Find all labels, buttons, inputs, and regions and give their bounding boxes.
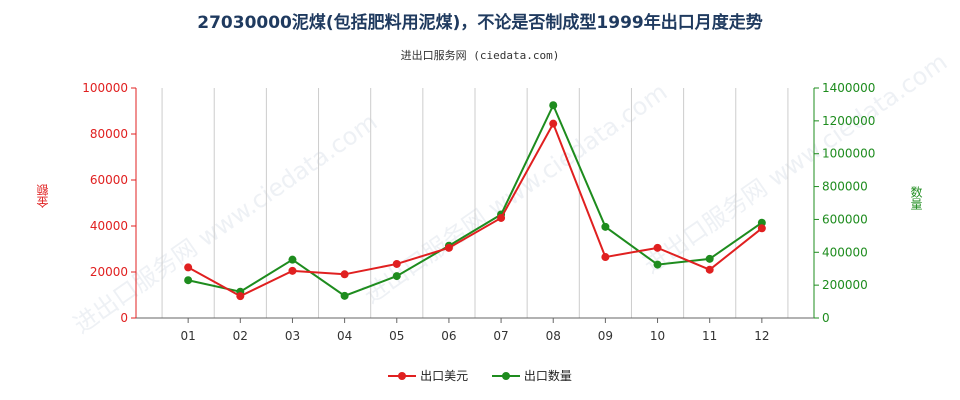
x-tick-label: 11: [702, 329, 717, 343]
x-tick-label: 03: [285, 329, 300, 343]
y-tick-label-left: 60000: [90, 173, 128, 187]
y-tick-label-right: 1400000: [822, 81, 875, 95]
data-point-qty: [653, 260, 662, 269]
chart-title: 27030000泥煤(包括肥料用泥煤)，不论是否制成型1999年出口月度走势: [197, 13, 763, 33]
data-point-qty: [340, 291, 349, 300]
x-tick-label: 10: [650, 329, 665, 343]
x-tick-label: 01: [181, 329, 196, 343]
y-tick-label-right: 400000: [822, 245, 868, 259]
legend-label-usd: 出口美元: [420, 369, 469, 383]
data-point-qty: [392, 272, 401, 281]
data-point-usd: [340, 270, 349, 279]
data-point-usd: [497, 213, 506, 222]
x-tick-label: 05: [389, 329, 404, 343]
data-point-usd: [653, 243, 662, 252]
y-tick-label-left: 40000: [90, 219, 128, 233]
data-point-usd: [288, 266, 297, 275]
data-point-qty: [288, 255, 297, 264]
y-tick-label-right: 1200000: [822, 114, 875, 128]
data-point-qty: [601, 222, 610, 231]
x-tick-label: 07: [493, 329, 508, 343]
data-point-usd: [549, 119, 558, 128]
data-point-qty: [705, 254, 714, 263]
data-point-usd: [705, 265, 714, 274]
grid-lines: [161, 88, 789, 318]
y-tick-label-right: 600000: [822, 212, 868, 226]
legend-label-qty: 出口数量: [523, 369, 572, 383]
series-line-qty: [187, 102, 763, 297]
data-point-usd: [184, 263, 193, 272]
y-tick-label-right: 1000000: [822, 147, 875, 161]
legend-item-usd[interactable]: 出口美元: [388, 367, 468, 384]
data-point-usd: [757, 224, 766, 233]
y-tick-label-right: 0: [822, 311, 830, 325]
x-tick-label: 02: [233, 329, 248, 343]
data-point-qty: [549, 101, 558, 110]
watermark-text: 进出口服务网 www.ciedata.com: [638, 48, 952, 279]
y-tick-label-right: 800000: [822, 180, 868, 194]
data-point-qty: [757, 218, 766, 227]
legend-swatch-qty: [491, 371, 520, 381]
axes: 0200004000060000800001000000200000400000…: [82, 81, 875, 343]
data-point-usd: [236, 292, 245, 301]
data-point-usd: [444, 243, 453, 252]
legend-swatch-usd: [388, 371, 417, 381]
y-tick-label-left: 20000: [90, 265, 128, 279]
data-point-qty: [184, 276, 193, 285]
x-tick-label: 08: [546, 329, 561, 343]
series-layer: [184, 101, 766, 301]
legend-item-qty[interactable]: 出口数量: [491, 367, 572, 384]
x-tick-label: 12: [754, 329, 769, 343]
y-tick-label-left: 0: [120, 311, 128, 325]
data-point-usd: [392, 259, 401, 268]
y-tick-label-left: 80000: [90, 127, 128, 141]
data-point-usd: [601, 253, 610, 262]
y-axis-right-label: 数量: [909, 186, 923, 210]
x-tick-label: 06: [441, 329, 456, 343]
x-tick-label: 04: [337, 329, 352, 343]
legend: 出口美元 出口数量: [0, 367, 960, 384]
y-tick-label-left: 100000: [82, 81, 128, 95]
chart-subtitle: 进出口服务网 (ciedata.com): [400, 49, 560, 62]
x-tick-label: 09: [598, 329, 613, 343]
series-line-usd: [187, 121, 763, 298]
y-tick-label-right: 200000: [822, 278, 868, 292]
